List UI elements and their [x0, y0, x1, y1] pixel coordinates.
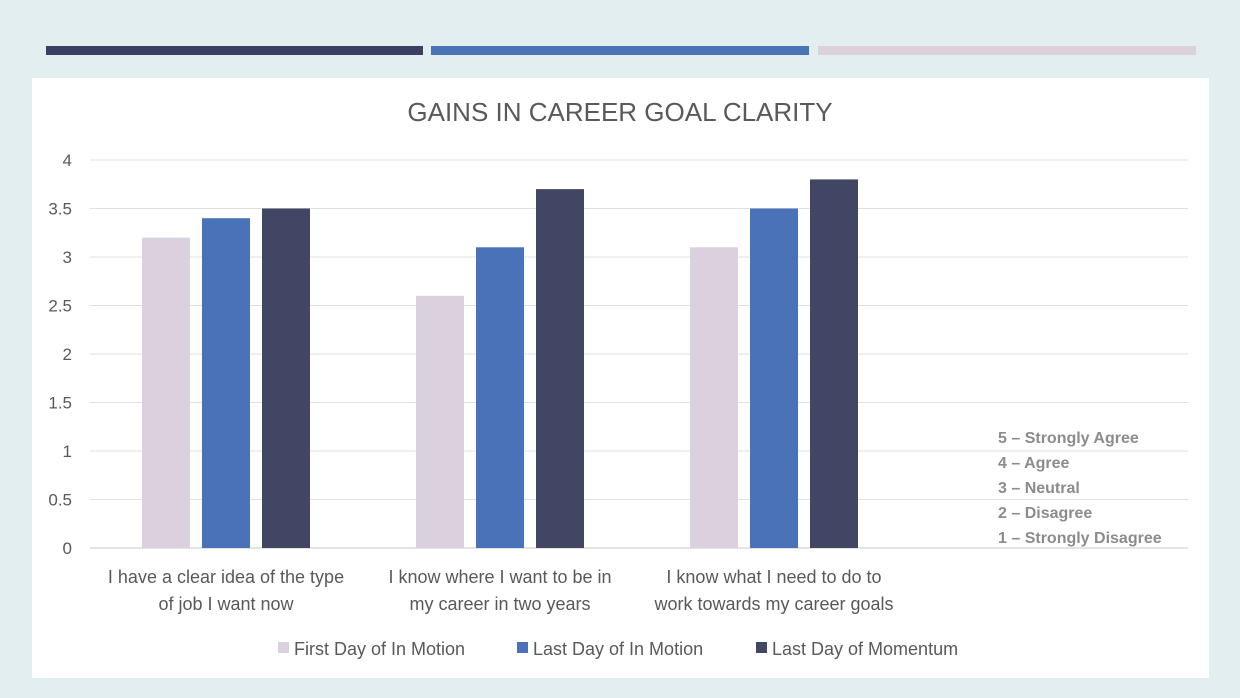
- legend-swatch: [517, 642, 528, 653]
- y-tick-label: 0: [63, 539, 72, 558]
- bar: [690, 247, 738, 549]
- scale-note: 2 – Disagree: [998, 505, 1092, 522]
- legend-label: Last Day of Momentum: [772, 639, 958, 659]
- scale-note: 5 – Strongly Agree: [998, 430, 1139, 447]
- y-tick-label: 2: [63, 345, 72, 364]
- y-tick-label: 2.5: [48, 297, 72, 316]
- category-label: I have a clear idea of the type: [108, 567, 344, 587]
- y-tick-label: 0.5: [48, 491, 72, 510]
- bar: [810, 179, 858, 548]
- legend: First Day of In Motion Last Day of In Mot…: [278, 639, 958, 659]
- bar: [536, 189, 584, 548]
- accent-bar-blue: [431, 46, 809, 55]
- bar: [476, 247, 524, 549]
- y-tick-label: 4: [63, 151, 72, 170]
- y-tick-label: 1: [63, 442, 72, 461]
- scale-note: 4 – Agree: [998, 455, 1070, 472]
- accent-bar-pink: [818, 46, 1196, 55]
- bar: [416, 295, 464, 548]
- legend-swatch: [756, 642, 767, 653]
- category-labels: I have a clear idea of the type of job I …: [108, 567, 894, 614]
- category-label: I know where I want to be in: [388, 567, 611, 587]
- scale-note: 1 – Strongly Disagree: [998, 530, 1162, 547]
- category-label: I know what I need to do to: [666, 567, 881, 587]
- y-axis-ticks: 0 0.5 1 1.5 2 2.5 3 3.5 4: [48, 151, 72, 558]
- bar: [202, 218, 250, 548]
- y-tick-label: 1.5: [48, 394, 72, 413]
- bar: [750, 208, 798, 548]
- bars: [142, 179, 858, 549]
- bar: [142, 237, 190, 548]
- y-tick-label: 3: [63, 248, 72, 267]
- legend-label: Last Day of In Motion: [533, 639, 703, 659]
- scale-note: 3 – Neutral: [998, 480, 1080, 497]
- y-tick-label: 3.5: [48, 200, 72, 219]
- scale-annotations: 5 – Strongly Agree 4 – Agree 3 – Neutral 2 …: [998, 430, 1162, 547]
- chart-title: GAINS IN CAREER GOAL CLARITY: [407, 97, 832, 127]
- legend-label: First Day of In Motion: [294, 639, 465, 659]
- chart-panel: GAINS IN CAREER GOAL CLARITY 0 0.5 1 1.5 2 2.…: [32, 78, 1209, 678]
- legend-swatch: [278, 642, 289, 653]
- category-label: my career in two years: [409, 594, 590, 614]
- category-label: of job I want now: [158, 594, 294, 614]
- accent-bar-dark: [46, 46, 423, 55]
- bar-chart: GAINS IN CAREER GOAL CLARITY 0 0.5 1 1.5 2 2.…: [48, 97, 1188, 659]
- category-label: work towards my career goals: [653, 594, 893, 614]
- bar: [262, 208, 310, 548]
